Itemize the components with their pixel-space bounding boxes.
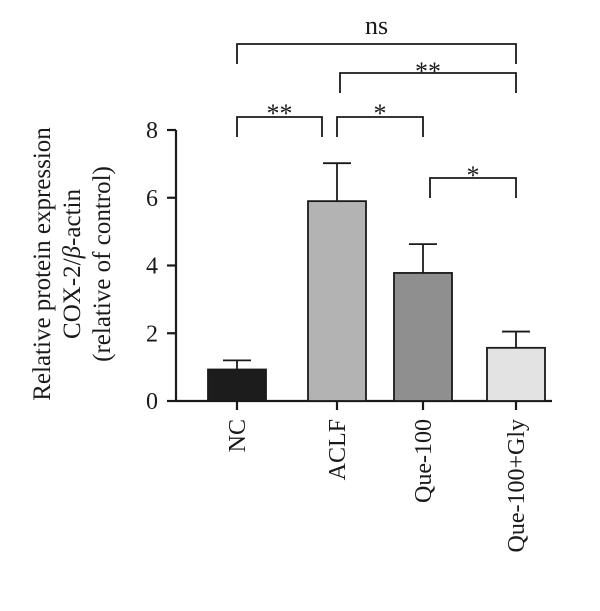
y-tick-label: 0 — [146, 389, 158, 415]
x-tick-label: ACLF — [325, 419, 351, 480]
significance-bracket — [236, 116, 323, 137]
bars: NC ACLF Que-100 Que-100+Gly — [207, 162, 546, 553]
significance-bracket — [429, 177, 517, 198]
bar-nc — [207, 368, 267, 402]
x-tick-label: NC — [225, 419, 251, 452]
significance-label: ** — [415, 57, 441, 86]
y-tick-label: 6 — [146, 186, 158, 212]
y-tick-label: 8 — [146, 118, 158, 144]
y-axis-title: Relative protein expression COX-2/β-actin… — [29, 127, 116, 401]
significance-label: ** — [267, 99, 293, 128]
y-axis-title-line: Relative protein expression — [29, 127, 56, 401]
significance-bracket — [339, 72, 517, 93]
significance-brackets: ns**** ** — [236, 11, 517, 198]
bar-aclf — [307, 200, 367, 402]
y-axis-title-line: (relative of control) — [89, 166, 116, 362]
y-tick-label: 4 — [146, 254, 158, 280]
bar-que-100-gly — [486, 346, 546, 402]
bar-que-100 — [393, 272, 453, 402]
x-tick-label: Que-100+Gly — [504, 419, 530, 553]
y-tick-label: 2 — [146, 321, 158, 347]
significance-bracket — [236, 43, 517, 64]
y-axis-title-line: COX-2/β-actin — [59, 189, 86, 339]
significance-bracket — [336, 116, 424, 137]
significance-label: * — [467, 161, 480, 190]
significance-label: ns — [365, 11, 388, 40]
significance-label: * — [374, 99, 387, 128]
x-tick-label: Que-100 — [411, 419, 437, 503]
